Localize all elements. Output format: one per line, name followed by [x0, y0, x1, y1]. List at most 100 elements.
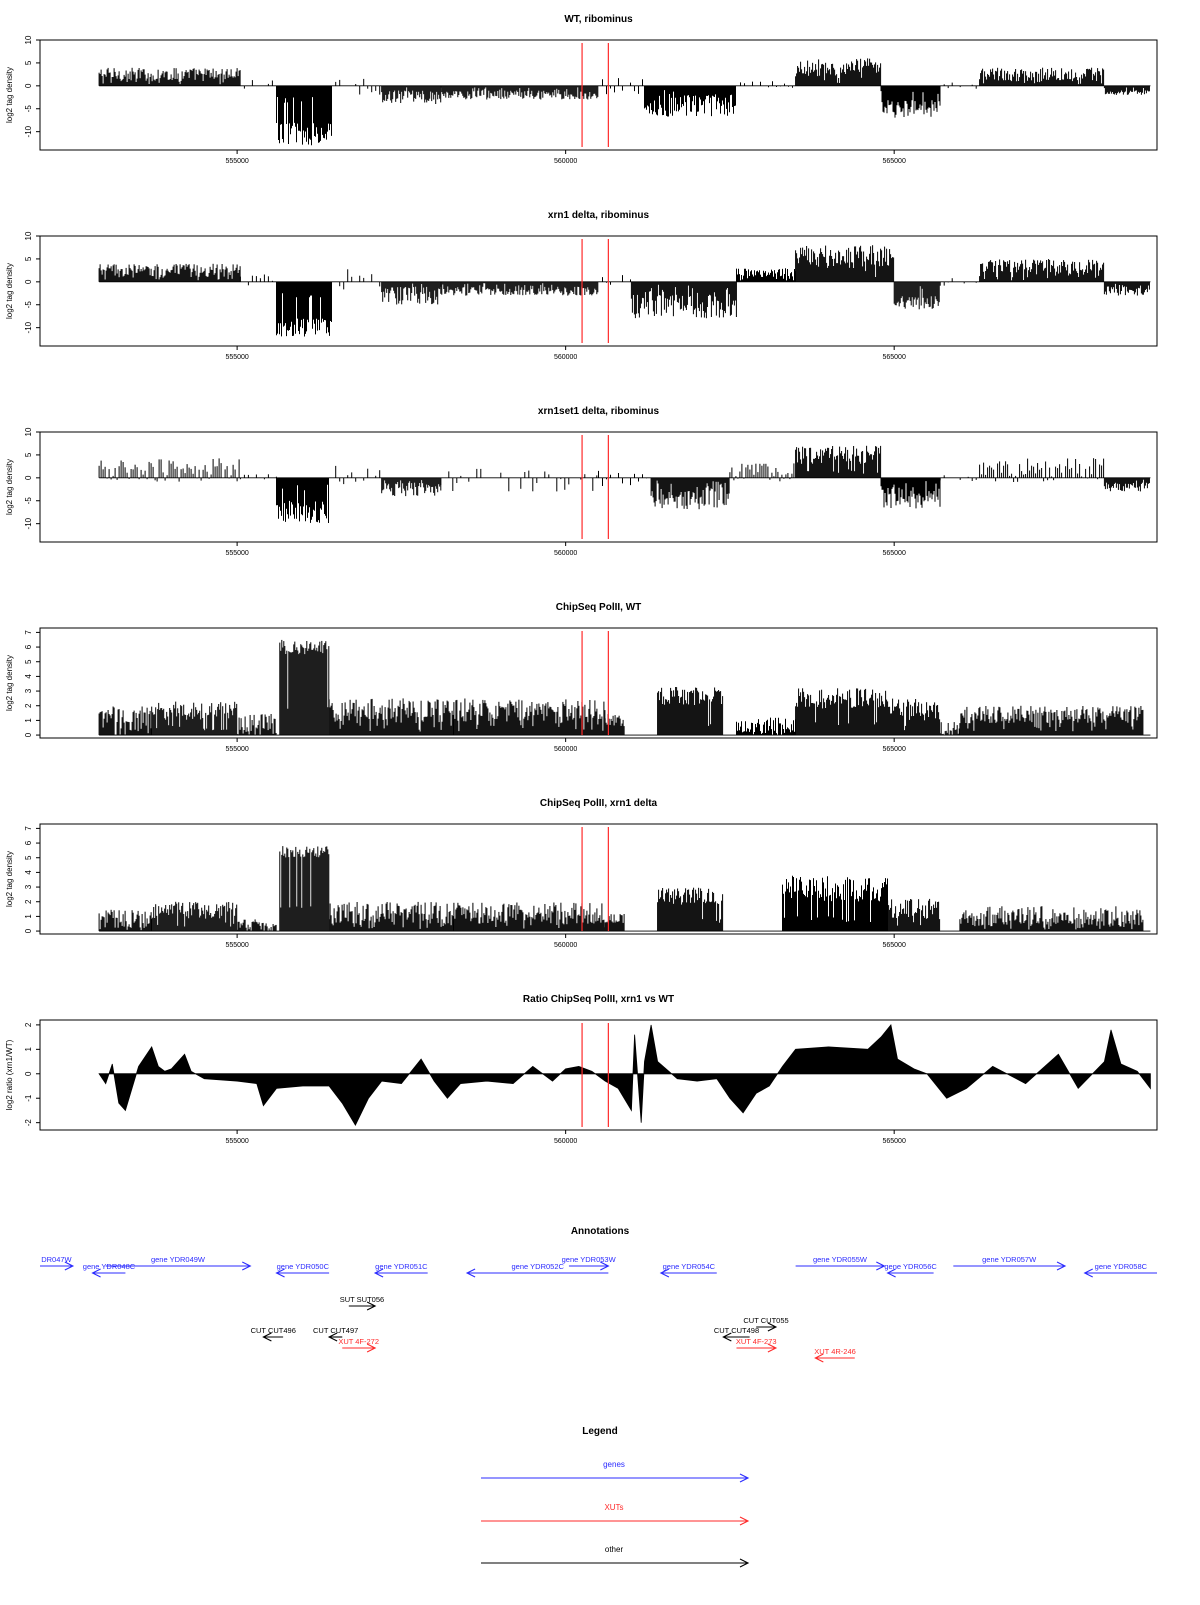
- x-tick-label: 565000: [882, 942, 905, 949]
- segment: [939, 722, 960, 736]
- arrow-head: [767, 1343, 778, 1353]
- y-tick-label: 6: [24, 644, 33, 649]
- legend-label: XUTs: [604, 1503, 623, 1512]
- y-axis-label: log2 tag density: [5, 655, 14, 711]
- y-tick-label: 2: [24, 1022, 33, 1027]
- arrow-head: [64, 1261, 75, 1271]
- arrow-head: [366, 1343, 377, 1353]
- segment: [740, 81, 793, 88]
- data-series: [98, 445, 1150, 523]
- plot-frame: [39, 627, 1158, 739]
- y-tick-label: -5: [24, 497, 33, 505]
- annotation-arrow: [275, 1268, 330, 1278]
- panel-chipseq-xrn1: ChipSeq PolII, xrn1 delta log2 tag densit…: [5, 798, 1158, 949]
- segment: [795, 245, 895, 282]
- segment: [276, 85, 332, 146]
- legend-arrow: [481, 1516, 750, 1526]
- segment: [959, 906, 1144, 932]
- annotation-label: SUT SUT056: [340, 1295, 384, 1304]
- x-tick-label: 560000: [554, 354, 577, 361]
- x-tick-label: 555000: [225, 942, 248, 949]
- arrow-head: [262, 1332, 272, 1342]
- segment: [98, 706, 152, 736]
- annotation-arrow: [327, 1332, 343, 1342]
- annotation-arrow: [886, 1268, 934, 1278]
- x-tick-label: 565000: [882, 746, 905, 753]
- segment: [598, 470, 647, 486]
- annotations-panel: Annotations DR047W gene YDR048C gene YDR049…: [40, 1226, 1157, 1363]
- arrow-head: [373, 1268, 384, 1278]
- segment: [729, 463, 795, 482]
- annotation-arrow: [736, 1343, 778, 1353]
- y-tick-label: 0: [24, 928, 33, 933]
- y-tick-label: -2: [24, 1119, 33, 1127]
- segment: [276, 477, 329, 523]
- y-tick-label: 5: [24, 855, 33, 860]
- annotation-gene: gene YDR049W: [105, 1255, 252, 1271]
- segment: [736, 268, 796, 282]
- segment: [602, 78, 643, 95]
- annotation-gene: gene YDR056C: [884, 1262, 937, 1278]
- y-tick-label: 5: [24, 60, 33, 65]
- y-tick-label: 5: [24, 256, 33, 261]
- y-tick-label: 4: [24, 870, 33, 875]
- annotation-arrow: [91, 1268, 126, 1278]
- segment: [98, 909, 152, 932]
- segment: [239, 474, 277, 480]
- arrow-head: [659, 1268, 670, 1278]
- annotation-gene: gene YDR052C: [465, 1262, 609, 1278]
- annotation-label: gene YDR057W: [982, 1255, 1037, 1264]
- legend-label: other: [605, 1545, 624, 1554]
- segment: [276, 281, 332, 337]
- segment: [959, 705, 1144, 736]
- y-tick-label: 0: [24, 732, 33, 737]
- annotation-arrow: [1083, 1268, 1157, 1278]
- annotation-arrow: [722, 1332, 750, 1342]
- segment: [657, 687, 724, 736]
- annotation-gene: gene YDR057W: [953, 1255, 1067, 1271]
- annotation-label: gene YDR049W: [151, 1255, 206, 1264]
- y-tick-label: 10: [24, 231, 33, 240]
- y-tick-label: 5: [24, 659, 33, 664]
- arrow-head: [739, 1558, 750, 1568]
- legend-arrow: [481, 1473, 750, 1483]
- arrow-head: [876, 1261, 886, 1271]
- x-tick-label: 555000: [225, 1138, 248, 1145]
- panel-ratio-chipseq: Ratio ChipSeq PolII, xrn1 vs WT log2 rati…: [5, 994, 1158, 1145]
- panel-wt-ribominus: WT, ribominus log2 tag density 10 5 0 -5 -10 55…: [5, 14, 1158, 165]
- segment: [630, 281, 737, 319]
- annotation-label: CUT CUT496: [251, 1326, 296, 1335]
- segment: [887, 698, 941, 736]
- segment: [381, 477, 442, 497]
- annotation-arrow: [373, 1268, 428, 1278]
- segment: [657, 887, 724, 932]
- segment: [381, 85, 442, 104]
- y-tick-label: -10: [24, 125, 33, 137]
- segment: [736, 717, 796, 736]
- segment: [236, 714, 277, 736]
- segment: [650, 477, 730, 510]
- arrow-head: [1083, 1268, 1093, 1278]
- annotation-label: CUT CUT055: [743, 1316, 788, 1325]
- segment: [644, 85, 736, 117]
- y-tick-label: 0: [24, 475, 33, 480]
- plot-frame: [39, 235, 1158, 347]
- segment: [880, 85, 941, 118]
- y-tick-label: -1: [24, 1094, 33, 1102]
- annotation-xut: XUT 4F-272: [338, 1337, 379, 1353]
- x-tick-label: 565000: [882, 550, 905, 557]
- y-tick-label: 5: [24, 452, 33, 457]
- x-tick-label: 560000: [554, 1138, 577, 1145]
- annotation-arrow: [342, 1343, 377, 1353]
- y-axis-label: log2 ratio (xrn1/WT): [5, 1039, 14, 1110]
- x-tick-label: 560000: [554, 942, 577, 949]
- arrow-head: [465, 1268, 476, 1278]
- legend-item-other: other: [481, 1545, 750, 1568]
- arrow-head: [91, 1268, 101, 1278]
- y-tick-label: 10: [24, 427, 33, 436]
- segment: [98, 263, 241, 282]
- annotation-gene: DR047W: [40, 1255, 75, 1271]
- annotation-arrow: [568, 1261, 610, 1271]
- x-tick-label: 555000: [225, 158, 248, 165]
